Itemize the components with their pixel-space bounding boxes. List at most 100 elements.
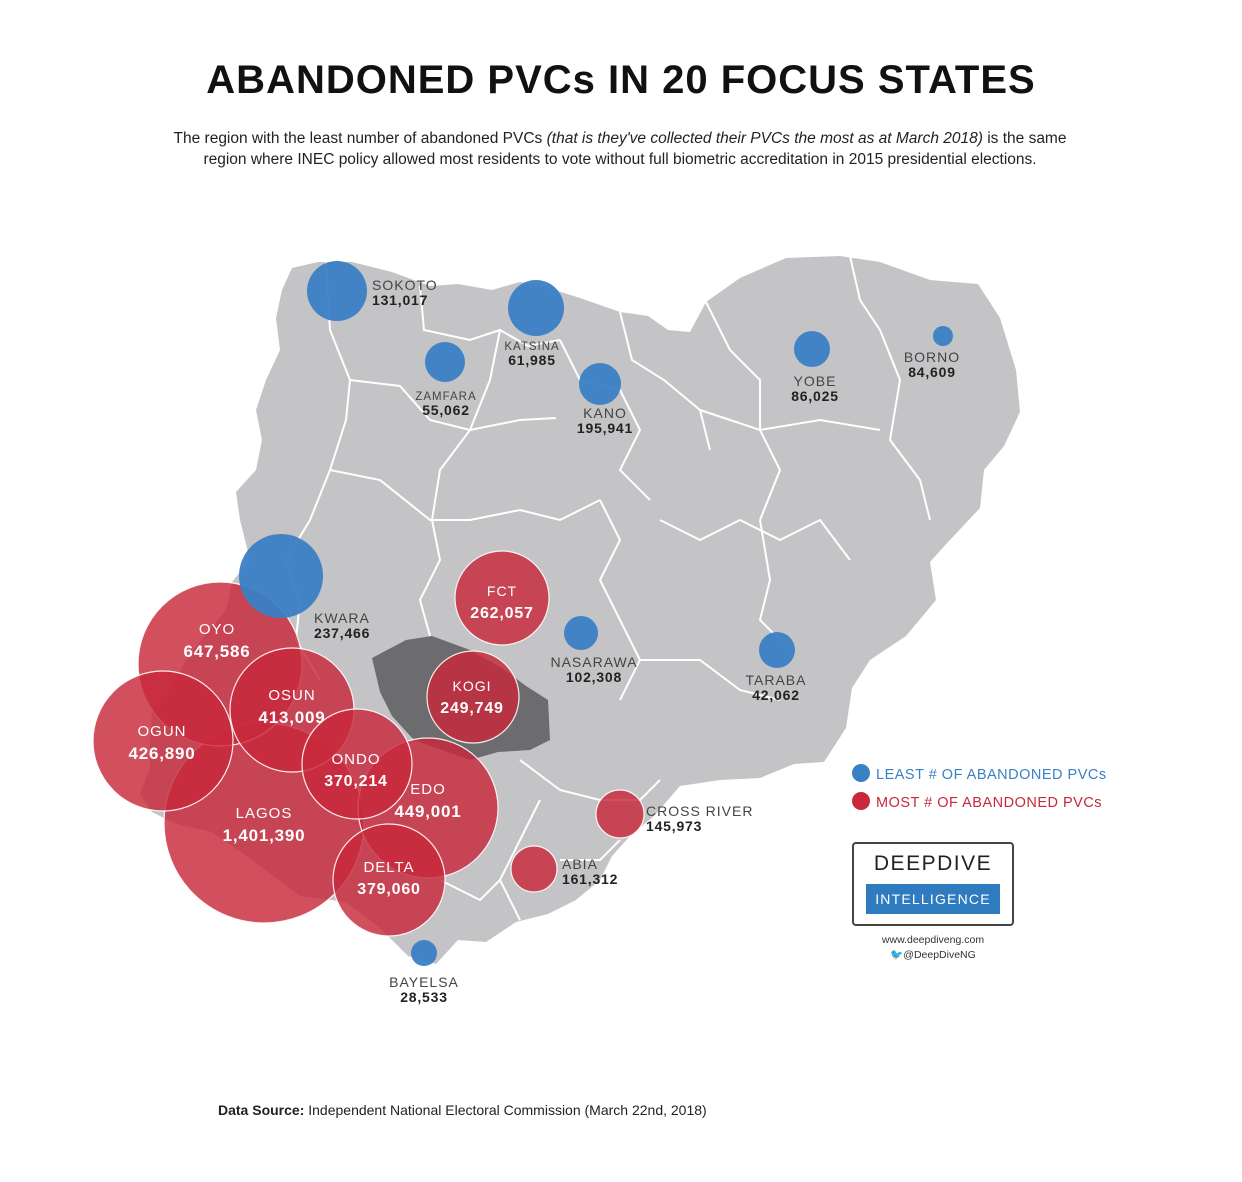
state-name-yobe: YOBE: [794, 373, 837, 389]
state-name-delta: DELTA: [363, 859, 414, 876]
state-value-abia: 161,312: [562, 871, 618, 887]
legend-least-label: LEAST # OF ABANDONED PVCs: [876, 767, 1107, 783]
state-value-cross-river: 145,973: [646, 818, 702, 834]
state-border-8: [699, 409, 881, 432]
state-border-7: [849, 255, 931, 521]
bubbles-layer: [92, 261, 953, 966]
legend-least-dot: [852, 764, 870, 782]
logo-line1: DEEPDIVE: [873, 852, 993, 875]
subtitle: The region with the least number of aban…: [170, 128, 1070, 170]
state-border-13: [640, 659, 781, 701]
bubble-ogun: [92, 670, 234, 812]
state-value-yobe: 86,025: [791, 388, 839, 404]
state-border-0: [285, 261, 352, 561]
state-value-ogun: 426,890: [128, 744, 195, 763]
state-border-3: [431, 329, 501, 521]
bubble-kwara: [239, 534, 323, 618]
state-border-1: [419, 285, 561, 348]
state-name-taraba: TARABA: [746, 672, 807, 688]
legend-least: LEAST # OF ABANDONED PVCs: [852, 764, 1107, 783]
state-value-katsina: 61,985: [508, 352, 556, 368]
state-name-oyo: OYO: [199, 621, 235, 638]
bubble-nasarawa: [564, 616, 598, 650]
state-value-edo: 449,001: [394, 802, 461, 821]
state-value-sokoto: 131,017: [372, 292, 428, 308]
state-name-fct: FCT: [487, 583, 517, 599]
bubble-sokoto: [307, 261, 367, 321]
state-value-fct: 262,057: [470, 605, 533, 622]
state-value-taraba: 42,062: [752, 687, 800, 703]
state-name-abia: ABIA: [562, 856, 598, 872]
state-name-kano: KANO: [583, 405, 627, 421]
bubble-zamfara: [425, 342, 465, 382]
twitter-handle-text: @DeepDiveNG: [903, 949, 976, 961]
state-name-kwara: KWARA: [314, 610, 370, 626]
state-border-10: [418, 519, 442, 637]
state-value-nasarawa: 102,308: [566, 669, 622, 685]
source-label: Data Source:: [218, 1102, 305, 1118]
legend-most-label: MOST # OF ABANDONED PVCs: [876, 795, 1103, 811]
state-name-ogun: OGUN: [138, 723, 187, 740]
state-border-12: [659, 518, 851, 561]
state-name-sokoto: SOKOTO: [372, 277, 438, 293]
state-border-5: [619, 311, 711, 451]
state-name-borno: BORNO: [904, 349, 960, 365]
state-name-osun: OSUN: [268, 687, 315, 704]
bubble-katsina: [508, 280, 564, 336]
legend-most: MOST # OF ABANDONED PVCs: [852, 792, 1102, 811]
website-link[interactable]: www.deepdiveng.com: [881, 934, 985, 946]
state-border-2: [349, 379, 557, 432]
bubble-borno: [933, 326, 953, 346]
state-border-17: [498, 799, 541, 921]
state-value-zamfara: 55,062: [422, 402, 470, 418]
state-value-borno: 84,609: [908, 364, 956, 380]
state-name-lagos: LAGOS: [236, 805, 293, 822]
page-title: ABANDONED PVCs IN 20 FOCUS STATES: [206, 58, 1036, 102]
state-border-6: [705, 301, 782, 521]
state-border-9: [329, 469, 601, 522]
subtitle-italic: (that is they've collected their PVCs th…: [546, 130, 983, 147]
twitter-icon: 🐦: [890, 949, 904, 961]
state-name-cross-river: CROSS RIVER: [646, 803, 753, 819]
state-border-18: [560, 839, 621, 861]
legend-most-dot: [852, 792, 870, 810]
state-value-oyo: 647,586: [183, 642, 250, 661]
twitter-handle[interactable]: 🐦@DeepDiveNG: [852, 948, 1014, 961]
data-source: Data Source: Independent National Electo…: [218, 1102, 707, 1118]
bubble-cross-river: [595, 789, 645, 839]
bubble-kogi: [426, 650, 520, 744]
state-name-bayelsa: BAYELSA: [389, 974, 459, 990]
subtitle-part1: The region with the least number of aban…: [173, 130, 547, 147]
bubble-fct: [454, 550, 550, 646]
state-value-osun: 413,009: [258, 708, 325, 727]
bubble-kano: [579, 363, 621, 405]
subtitle-part2: is the same region where INEC policy all…: [203, 130, 1067, 168]
state-value-bayelsa: 28,533: [400, 989, 448, 1005]
bubble-bayelsa: [411, 940, 437, 966]
logo-line2: INTELLIGENCE: [866, 884, 1000, 914]
state-value-kwara: 237,466: [314, 625, 370, 641]
state-border-4: [559, 339, 651, 501]
state-value-kogi: 249,749: [440, 700, 503, 717]
state-name-zamfara: ZAMFARA: [415, 391, 476, 403]
state-name-katsina: KATSINA: [504, 341, 559, 353]
state-name-ondo: ONDO: [332, 751, 381, 768]
state-name-kogi: KOGI: [452, 678, 491, 694]
bubble-taraba: [759, 632, 795, 668]
state-value-kano: 195,941: [577, 420, 633, 436]
deepdive-logo: DEEPDIVE INTELLIGENCE: [852, 842, 1014, 926]
state-border-11: [598, 499, 642, 701]
bubble-delta: [332, 823, 446, 937]
state-value-delta: 379,060: [357, 881, 420, 898]
state-border-19: [439, 879, 501, 902]
bubble-abia: [510, 845, 558, 893]
state-value-ondo: 370,214: [324, 773, 387, 790]
bubble-yobe: [794, 331, 830, 367]
bubble-ondo: [301, 708, 413, 820]
state-name-edo: EDO: [410, 781, 446, 798]
state-value-lagos: 1,401,390: [223, 826, 306, 845]
source-text: Independent National Electoral Commissio…: [304, 1102, 707, 1118]
state-name-nasarawa: NASARAWA: [550, 654, 637, 670]
